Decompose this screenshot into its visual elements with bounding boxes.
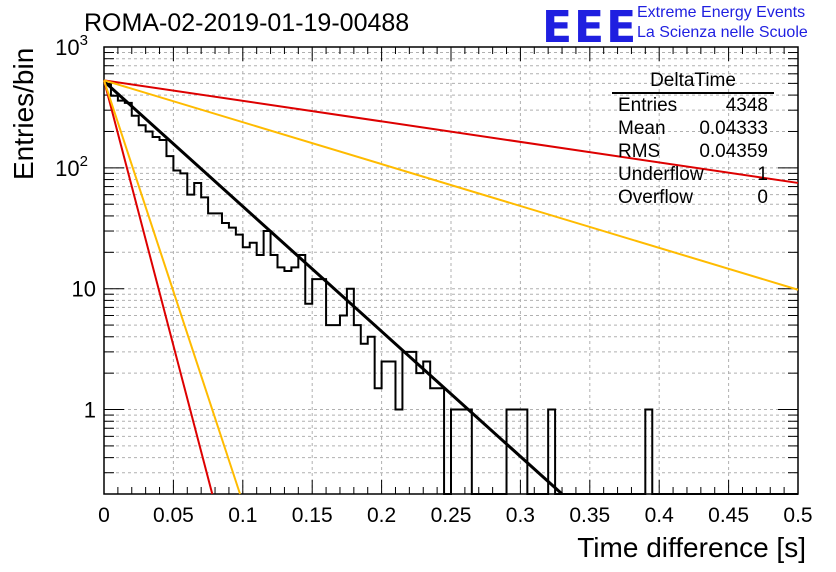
fit-line	[102, 80, 564, 496]
stats-value: 0.04333	[699, 118, 768, 139]
fit-line	[103, 80, 214, 495]
x-tick-label: 0.2	[367, 504, 396, 527]
x-tick-label: 0.3	[506, 504, 535, 527]
y-tick-label: 10	[72, 277, 96, 302]
eee-logo: EEE	[542, 2, 639, 53]
y-tick-label: 103	[55, 32, 88, 60]
stats-box: DeltaTime Entries 4348 Mean 0.04333 RMS …	[612, 70, 774, 209]
x-tick-label: 0.1	[228, 504, 257, 527]
x-tick-label: 0.45	[708, 504, 749, 527]
stats-label: Underflow	[618, 164, 704, 185]
stats-value: 4348	[725, 95, 768, 116]
stats-value: 1	[757, 164, 768, 185]
stats-label: RMS	[618, 141, 661, 162]
x-axis-label: Time difference [s]	[577, 532, 806, 563]
stats-row: RMS 0.04359	[612, 140, 774, 163]
stats-label: Overflow	[618, 187, 693, 208]
stats-box-name: DeltaTime	[612, 70, 774, 94]
histogram-series	[104, 83, 798, 495]
stats-label: Mean	[618, 118, 666, 139]
x-tick-label: 0	[98, 504, 110, 527]
stats-label: Entries	[618, 95, 678, 116]
stats-value: 0	[757, 187, 768, 208]
x-tick-label: 0.4	[645, 504, 675, 527]
fit-line	[103, 79, 799, 184]
stats-row: Overflow 0	[612, 186, 774, 209]
stats-row: Mean 0.04333	[612, 117, 774, 140]
x-tick-label: 0.05	[153, 504, 194, 527]
logo-line-1: Extreme Energy Events	[637, 4, 806, 21]
fit-line	[103, 79, 799, 291]
x-tick-label: 0.25	[431, 504, 472, 527]
y-axis-label: Entries/bin	[8, 47, 39, 180]
page-title: ROMA-02-2019-01-19-00488	[84, 9, 410, 37]
x-tick-label: 0.5	[783, 504, 812, 527]
x-tick-label: 0.15	[292, 504, 333, 527]
fit-line	[103, 80, 241, 495]
logo-line-2: La Scienza nelle Scuole	[637, 24, 808, 41]
stats-row: Underflow 1	[612, 163, 774, 186]
y-tick-label: 102	[55, 153, 88, 181]
stats-value: 0.04359	[699, 141, 768, 162]
y-tick-label: 1	[84, 398, 96, 423]
x-tick-label: 0.35	[569, 504, 610, 527]
stats-row: Entries 4348	[612, 94, 774, 117]
